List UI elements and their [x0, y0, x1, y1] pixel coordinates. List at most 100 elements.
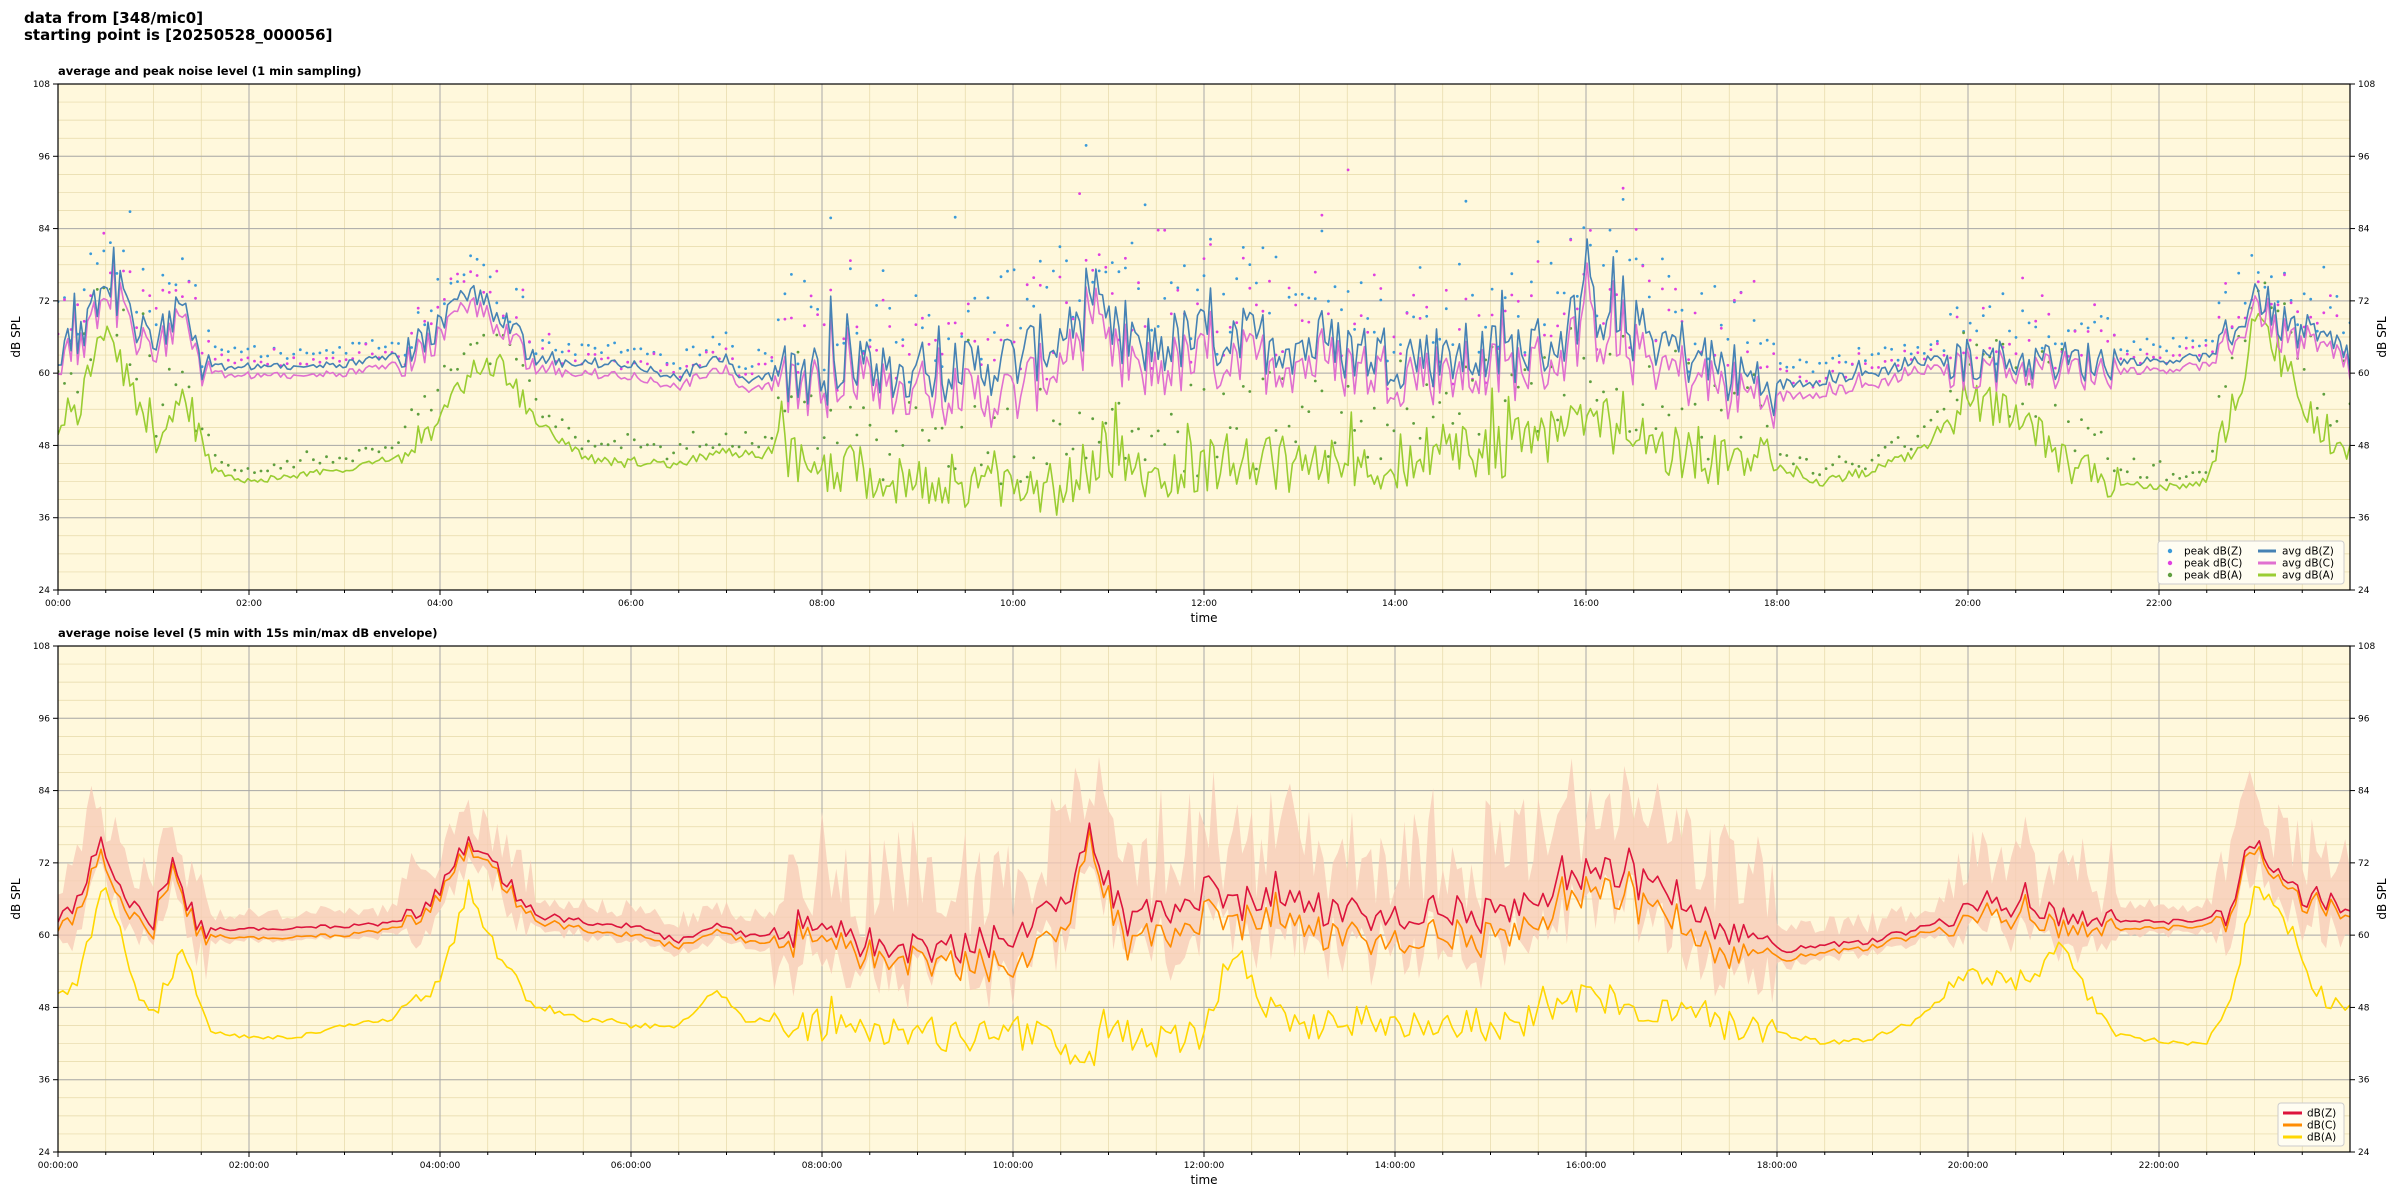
legend-marker: [2167, 548, 2173, 554]
peak-point: [1896, 358, 1900, 362]
x-tick-label: 04:00:00: [420, 1161, 461, 1171]
peak-point: [1608, 228, 1612, 232]
peak-point: [587, 343, 590, 347]
peak-point: [580, 447, 584, 451]
peak-point: [2112, 469, 2116, 473]
peak-point: [266, 469, 269, 473]
peak-point: [659, 445, 662, 449]
peak-point: [534, 352, 538, 356]
peak-point: [1530, 382, 1533, 385]
peak-point: [1949, 389, 1952, 393]
peak-point: [1327, 312, 1330, 316]
peak-point: [429, 309, 433, 313]
peak-point: [1156, 325, 1160, 328]
peak-point: [921, 316, 924, 320]
peak-point: [1916, 434, 1920, 438]
peak-point: [816, 307, 819, 311]
peak-point: [1647, 279, 1651, 283]
peak-point: [868, 423, 872, 427]
peak-point: [1333, 441, 1337, 445]
peak-point: [154, 323, 158, 327]
y-tick-label: 108: [33, 642, 50, 652]
legend-entry: avg dB(A): [2282, 570, 2334, 582]
peak-point: [2112, 333, 2116, 337]
x-tick-label: 10:00: [1000, 599, 1026, 609]
series-group-bottom: [58, 757, 2350, 1067]
peak-point: [2243, 339, 2247, 343]
peak-point: [312, 352, 315, 356]
peak-point: [1300, 405, 1304, 409]
peak-point: [1988, 346, 1992, 350]
peak-point: [1058, 245, 1062, 249]
peak-point: [750, 442, 754, 445]
peak-point: [370, 339, 374, 342]
y-tick-label-right: 60: [2358, 931, 2370, 941]
peak-point: [2315, 406, 2319, 410]
peak-point: [1038, 387, 1042, 391]
peak-point: [1091, 417, 1095, 421]
peak-point: [1903, 343, 1907, 347]
peak-point: [1726, 337, 1730, 341]
peak-point: [1628, 430, 1632, 433]
peak-point: [1968, 338, 1972, 342]
peak-point: [2302, 368, 2306, 371]
y-tick-label: 36: [39, 514, 51, 524]
peak-point: [1274, 255, 1278, 259]
peak-point: [2178, 477, 2182, 480]
peak-point: [541, 339, 544, 342]
peak-point: [1942, 353, 1946, 357]
peak-point: [1634, 428, 1638, 432]
peak-point: [1025, 475, 1029, 479]
peak-point: [462, 273, 466, 277]
peak-point: [1818, 379, 1821, 383]
peak-point: [678, 367, 682, 370]
peak-point: [1589, 243, 1592, 247]
peak-point: [796, 362, 800, 366]
peak-point: [292, 356, 296, 360]
peak-point: [606, 356, 610, 360]
peak-point: [1143, 458, 1147, 462]
peak-point: [1792, 462, 1795, 466]
peak-point: [901, 338, 905, 341]
peak-point: [82, 319, 86, 323]
peak-point: [2230, 325, 2234, 329]
y-tick-label-right: 108: [2358, 80, 2375, 90]
peak-point: [2008, 342, 2011, 346]
peak-point: [213, 453, 217, 457]
peak-point: [2243, 316, 2247, 320]
peak-point: [842, 341, 846, 345]
x-tick-label: 06:00:00: [611, 1161, 652, 1171]
peak-point: [560, 418, 564, 421]
peak-point: [2329, 424, 2332, 427]
peak-point: [2211, 350, 2214, 354]
peak-point: [1582, 226, 1586, 230]
peak-point: [181, 295, 184, 298]
peak-point: [1798, 375, 1802, 379]
y-tick-label: 36: [39, 1076, 51, 1086]
peak-point: [1183, 264, 1186, 268]
peak-point: [2099, 315, 2103, 318]
peak-point: [1281, 350, 1284, 353]
peak-point: [1274, 429, 1278, 432]
peak-point: [2178, 353, 2182, 357]
peak-point: [724, 331, 728, 335]
peak-point: [102, 249, 106, 253]
peak-point: [1981, 314, 1985, 317]
peak-point: [1700, 292, 1704, 295]
peak-point: [1765, 424, 1769, 428]
peak-point: [1176, 288, 1180, 292]
legend-entry: avg dB(Z): [2282, 546, 2334, 558]
peak-point: [1097, 269, 1101, 273]
peak-point: [2152, 343, 2155, 346]
peak-point: [174, 289, 178, 292]
peak-point: [1792, 365, 1795, 369]
peak-point: [233, 361, 237, 365]
peak-point: [1883, 360, 1887, 363]
peak-point: [384, 446, 387, 449]
peak-point: [528, 379, 531, 382]
peak-point: [1765, 365, 1769, 369]
peak-point: [1667, 274, 1671, 278]
peak-point: [1058, 275, 1062, 279]
peak-point: [285, 459, 289, 463]
peak-point: [1065, 259, 1068, 263]
